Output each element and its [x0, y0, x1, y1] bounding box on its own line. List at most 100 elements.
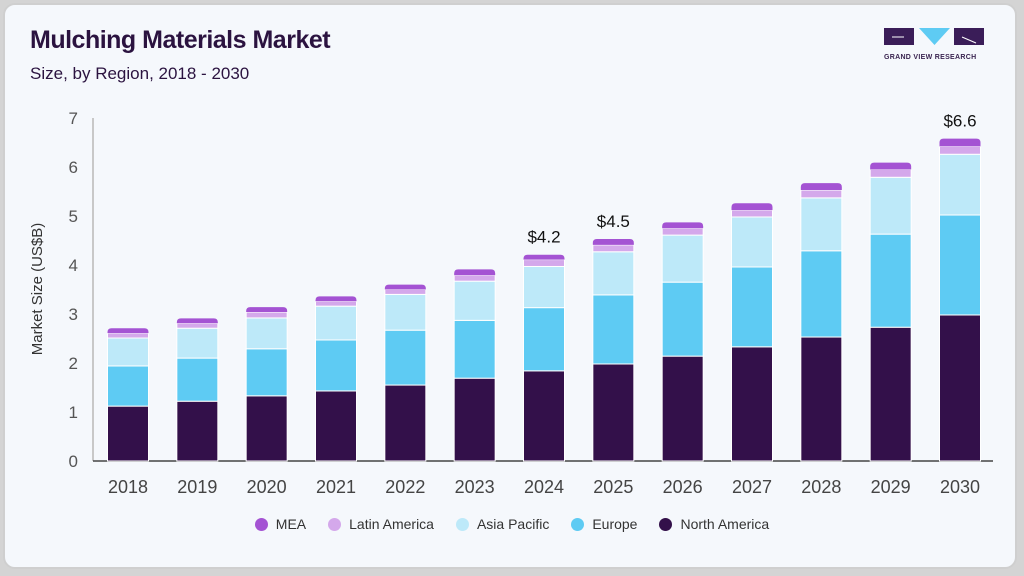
x-tick-label: 2023 [455, 477, 495, 497]
bar-segment-mea [731, 203, 773, 211]
bar-segment-mea [662, 222, 704, 229]
bar-segment-asia-pacific [176, 327, 219, 359]
legend-item[interactable]: Latin America [328, 516, 434, 532]
legend-item[interactable]: Asia Pacific [455, 516, 550, 532]
bar-segment-north-america [315, 390, 357, 462]
bar-segment-asia-pacific [661, 234, 704, 283]
bar-segment-north-america [245, 395, 288, 462]
x-tick-label: 2024 [524, 477, 564, 497]
bar-segment-north-america [453, 377, 496, 462]
bar-segment-latin-america [731, 209, 773, 218]
bar-segment-europe [731, 266, 773, 348]
bar-segment-north-america [592, 363, 635, 462]
y-tick-label: 7 [69, 109, 78, 128]
bar-segment-asia-pacific [869, 176, 912, 235]
bar-segment-europe [315, 339, 357, 392]
grand-view-research-logo: GRAND VIEW RESEARCH [884, 28, 984, 61]
legend-item[interactable]: Europe [571, 516, 637, 532]
y-tick-label: 5 [69, 207, 78, 226]
bar-segment-europe [939, 214, 981, 316]
legend-swatch-icon [328, 517, 342, 531]
x-tick-label: 2020 [247, 477, 287, 497]
bar-segment-mea [592, 239, 634, 245]
bar-segment-latin-america [523, 259, 565, 267]
y-tick-label: 2 [69, 354, 78, 373]
legend-label: Latin America [349, 516, 434, 532]
bar-segment-north-america [661, 355, 704, 462]
bar-segment-latin-america [176, 322, 219, 329]
logo-mark-icon [884, 28, 984, 45]
y-tick-label: 0 [69, 452, 78, 471]
x-tick-label: 2026 [663, 477, 703, 497]
logo-text: GRAND VIEW RESEARCH [884, 54, 977, 61]
bar-segment-mea [176, 318, 218, 324]
bar-segment-europe [869, 233, 912, 328]
bar-segment-mea [107, 328, 149, 334]
bar-segment-north-america [107, 405, 149, 462]
bar-segment-north-america [939, 314, 981, 462]
bar-segment-asia-pacific [800, 197, 843, 252]
y-tick-label: 4 [69, 256, 78, 275]
x-tick-label: 2030 [940, 477, 980, 497]
x-tick-label: 2018 [108, 477, 148, 497]
bar-segment-asia-pacific [107, 337, 149, 367]
legend: MEA Latin America Asia Pacific Europe North … [0, 516, 1024, 532]
y-axis-label: Market Size (US$B) [29, 223, 46, 356]
legend-item[interactable]: North America [659, 516, 769, 532]
bar-segment-mea [870, 162, 912, 170]
bar-segment-europe [245, 348, 288, 397]
bar-segment-asia-pacific [731, 216, 773, 268]
chart-card [3, 3, 1017, 569]
bar-segment-latin-america [661, 227, 704, 236]
bar-segment-latin-america [800, 189, 843, 199]
bar-segment-latin-america [592, 244, 635, 253]
bar-segment-north-america [176, 400, 219, 462]
bar-segment-europe [384, 329, 427, 386]
legend-item[interactable]: MEA [254, 516, 307, 532]
bar-segment-mea [315, 296, 357, 302]
bar-segment-europe [592, 294, 635, 365]
bar-segment-mea [384, 284, 426, 290]
data-label: $6.6 [943, 112, 976, 131]
bar-segment-north-america [800, 336, 843, 462]
y-tick-label: 1 [69, 403, 78, 422]
bar-segment-mea [523, 254, 565, 260]
legend-swatch-icon [455, 517, 469, 531]
y-tick-label: 6 [69, 158, 78, 177]
legend-swatch-icon [571, 517, 585, 531]
data-label: $4.2 [527, 228, 560, 247]
bar-segment-mea [800, 183, 842, 191]
bar-segment-europe [661, 281, 704, 357]
data-label: $4.5 [597, 212, 630, 231]
bar-segment-europe [800, 250, 843, 338]
bar-segment-latin-america [107, 332, 149, 339]
x-tick-label: 2019 [177, 477, 217, 497]
legend-label: Asia Pacific [476, 516, 550, 532]
bar-segment-mea [246, 307, 288, 313]
bar-segment-latin-america [315, 300, 357, 307]
bar-segment-latin-america [939, 145, 981, 155]
bar-segment-asia-pacific [384, 293, 427, 331]
bar-segment-asia-pacific [939, 153, 981, 216]
bar-segment-north-america [869, 326, 912, 462]
legend-swatch-icon [254, 517, 268, 531]
bar-segment-latin-america [384, 289, 427, 295]
bar-segment-asia-pacific [245, 317, 288, 350]
legend-label: MEA [275, 516, 307, 532]
x-tick-label: 2025 [593, 477, 633, 497]
bar-segment-asia-pacific [523, 265, 565, 309]
bar-segment-latin-america [245, 311, 288, 319]
bar-segment-asia-pacific [592, 251, 635, 296]
bar-segment-north-america [731, 346, 773, 462]
x-tick-label: 2021 [316, 477, 356, 497]
bar-segment-north-america [523, 370, 565, 462]
bar-segment-mea [939, 138, 981, 147]
x-tick-label: 2027 [732, 477, 772, 497]
bar-segment-asia-pacific [453, 280, 496, 321]
bar-segment-latin-america [869, 168, 912, 178]
legend-swatch-icon [659, 517, 673, 531]
bar-segment-asia-pacific [315, 305, 357, 341]
x-tick-label: 2029 [871, 477, 911, 497]
y-tick-label: 3 [69, 305, 78, 324]
